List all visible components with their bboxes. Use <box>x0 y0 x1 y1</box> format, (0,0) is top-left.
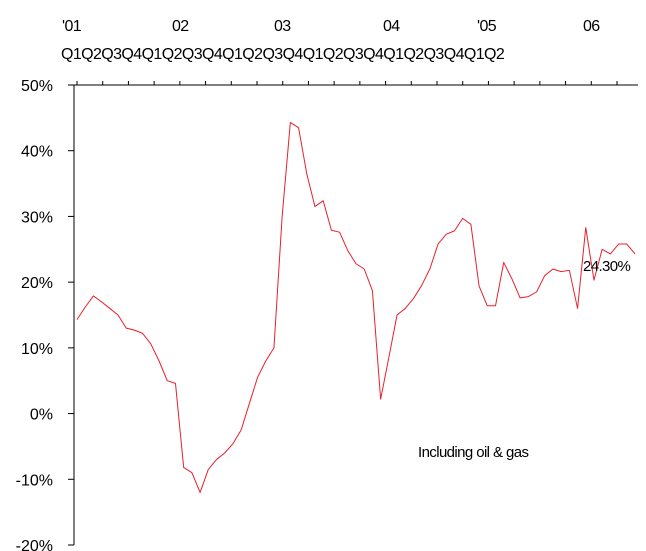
x-axis <box>74 81 638 86</box>
x-year-labels: '01 02 03 04 '05 06 <box>62 18 601 35</box>
y-tick-label: 20% <box>21 275 53 292</box>
series-layer <box>76 121 636 493</box>
x-year-label: '01 <box>62 18 82 35</box>
last-value-label: 24.30% <box>583 258 631 275</box>
x-year-label: 04 <box>383 18 400 35</box>
chart-annotation: Including oil & gas <box>418 444 528 461</box>
y-tick-label: 50% <box>21 78 53 95</box>
x-year-label: 03 <box>274 18 291 35</box>
series-line <box>76 121 636 493</box>
x-year-label: 02 <box>172 18 189 35</box>
y-tick-label: 30% <box>21 209 53 226</box>
y-tick-label: -10% <box>16 472 53 489</box>
x-quarter-labels: Q1Q2Q3Q4Q1Q2Q3Q4Q1Q2Q3Q4Q1Q2Q3Q4Q1Q2Q3Q4… <box>61 46 505 63</box>
x-year-label: '05 <box>477 18 497 35</box>
x-year-label: 06 <box>583 18 600 35</box>
y-tick-label: -20% <box>16 538 53 551</box>
y-tick-label: 40% <box>21 144 53 161</box>
y-axis: 50% 40% 30% 20% 10% 0% -10% -20% <box>16 78 75 551</box>
y-tick-label: 0% <box>30 407 53 424</box>
y-tick-label: 10% <box>21 341 53 358</box>
